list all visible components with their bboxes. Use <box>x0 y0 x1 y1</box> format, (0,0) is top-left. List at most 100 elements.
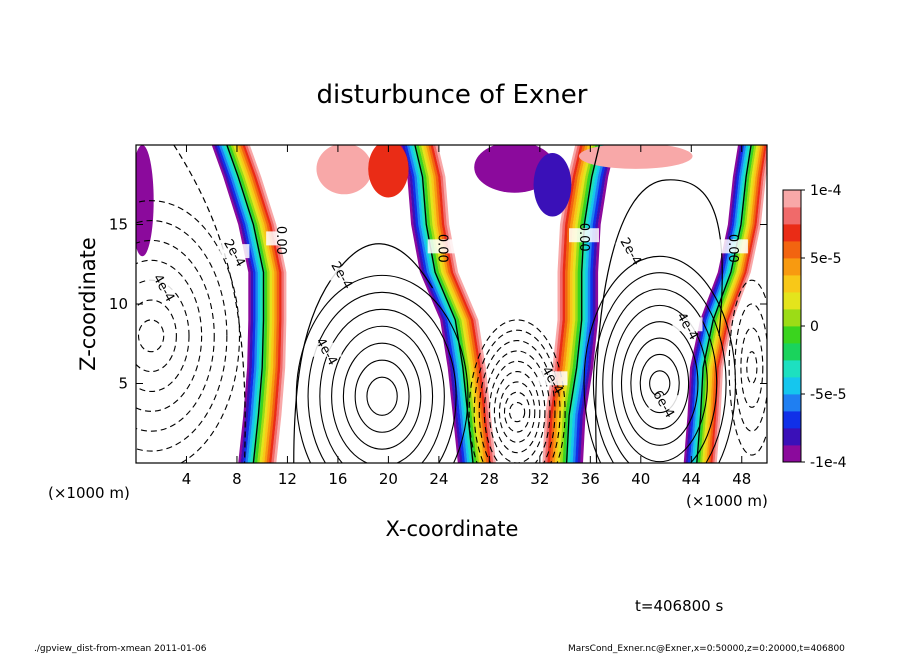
contour-label-bg <box>311 342 342 357</box>
zero-contour <box>226 145 265 463</box>
y-tick-label: 10 <box>109 295 128 313</box>
x-axis-label: X-coordinate <box>386 517 519 541</box>
x-tick-label: 32 <box>530 470 549 488</box>
contour-label: 0.00 <box>273 226 288 255</box>
contour-line <box>366 376 398 416</box>
time-annotation: t=406800 s <box>635 597 723 615</box>
contour-label-bg <box>648 395 679 410</box>
color-band <box>696 145 753 463</box>
contour-line <box>136 239 215 432</box>
x-tick-label: 40 <box>631 470 650 488</box>
contour-line <box>734 303 767 432</box>
colorbar-swatch <box>783 411 801 429</box>
contour-line <box>493 371 541 454</box>
colorbar-tick-label: 5e-5 <box>810 251 841 267</box>
x-tick-label: 28 <box>480 470 499 488</box>
color-band <box>694 145 751 463</box>
colorbar-tick-label: -1e-4 <box>810 455 847 471</box>
colorbar-swatch <box>783 275 801 293</box>
contour-line <box>728 279 767 456</box>
x-tick-label: 12 <box>278 470 297 488</box>
contour-label-bg <box>219 244 250 259</box>
color-bands <box>136 145 767 463</box>
x-unit-label-right: (×1000 m) <box>686 492 768 510</box>
contour-line <box>509 402 526 423</box>
color-band <box>708 145 765 463</box>
x-tick-label: 48 <box>732 470 751 488</box>
contour-label-bg <box>537 371 568 386</box>
color-patch <box>368 145 409 198</box>
colorbar-swatch <box>783 428 801 446</box>
contour-line <box>331 325 434 463</box>
footer-right: MarsCond_Exner.nc@Exner,x=0:50000,z=0:20… <box>568 644 845 654</box>
y-tick-label: 15 <box>109 216 128 234</box>
colorbar-swatch <box>783 360 801 378</box>
contour-label-bg <box>427 239 458 254</box>
contour-line <box>136 259 203 412</box>
color-band <box>702 145 759 463</box>
color-band <box>691 145 749 463</box>
contour-line <box>473 329 561 463</box>
color-band <box>706 145 763 463</box>
contour-line <box>173 145 246 463</box>
contour-label-bg <box>569 228 600 243</box>
contour-label-bg <box>326 266 357 281</box>
color-patch <box>578 145 693 169</box>
colorbar-tick-label: 0 <box>810 319 819 335</box>
contour-line <box>307 291 457 463</box>
x-tick-label: 8 <box>232 470 242 488</box>
colorbar-swatch <box>783 292 801 310</box>
color-band <box>689 145 747 463</box>
color-band <box>710 145 767 463</box>
contour-label-bg <box>717 239 748 254</box>
colorbar-tick-label: -5e-5 <box>810 387 847 403</box>
x-tick-label: 4 <box>182 470 192 488</box>
colorbar-swatch <box>783 258 801 276</box>
contour-line <box>342 342 422 450</box>
colorbar-swatch <box>783 309 801 327</box>
contour-label: 0.00 <box>725 234 740 263</box>
color-band <box>704 145 761 463</box>
contour-lines <box>136 145 767 463</box>
contour-line <box>592 272 727 463</box>
contour-line <box>136 200 241 463</box>
color-band <box>580 145 616 463</box>
contour-line <box>136 220 228 452</box>
contour-line <box>503 391 531 433</box>
color-patch <box>316 145 372 195</box>
x-unit-label-left: (×1000 m) <box>48 484 130 502</box>
colorbar-swatch <box>783 190 801 208</box>
color-band <box>700 145 757 463</box>
colorbar-swatch <box>783 445 801 463</box>
colorbar-swatch <box>783 241 801 259</box>
x-axis-ticks: 4 8 12 16 20 24 28 32 36 40 44 48 <box>182 145 751 488</box>
contour-line <box>478 340 556 463</box>
contour-label-bg <box>148 279 179 294</box>
colorbar-swatch <box>783 326 801 344</box>
contour-line <box>498 381 536 443</box>
contour-line <box>740 327 764 408</box>
colorbar-swatch <box>783 224 801 242</box>
contour-line <box>639 353 680 414</box>
footer-left: ./gpview_dist-from-xmean 2011-01-06 <box>34 644 207 654</box>
color-band <box>698 145 755 463</box>
y-axis-label: Z-coordinate <box>76 237 100 371</box>
x-tick-label: 16 <box>328 470 347 488</box>
contour-label: 0.00 <box>435 234 450 263</box>
color-band <box>683 145 741 463</box>
contour-line <box>611 304 708 463</box>
chart-title: disturbunce of Exner <box>317 80 588 110</box>
colorbar: 1e-4 5e-5 0 -5e-5 -1e-4 <box>782 183 847 471</box>
contour-line <box>630 337 690 430</box>
colorbar-tick-label: 1e-4 <box>810 183 842 199</box>
zero-contour <box>565 145 601 463</box>
contour-label-bg <box>672 317 703 332</box>
x-tick-label: 20 <box>379 470 398 488</box>
x-tick-label: 36 <box>581 470 600 488</box>
contour-line <box>468 319 566 463</box>
color-band <box>685 145 743 463</box>
contour-line <box>319 308 445 463</box>
contour-label: 0.00 <box>576 223 591 252</box>
